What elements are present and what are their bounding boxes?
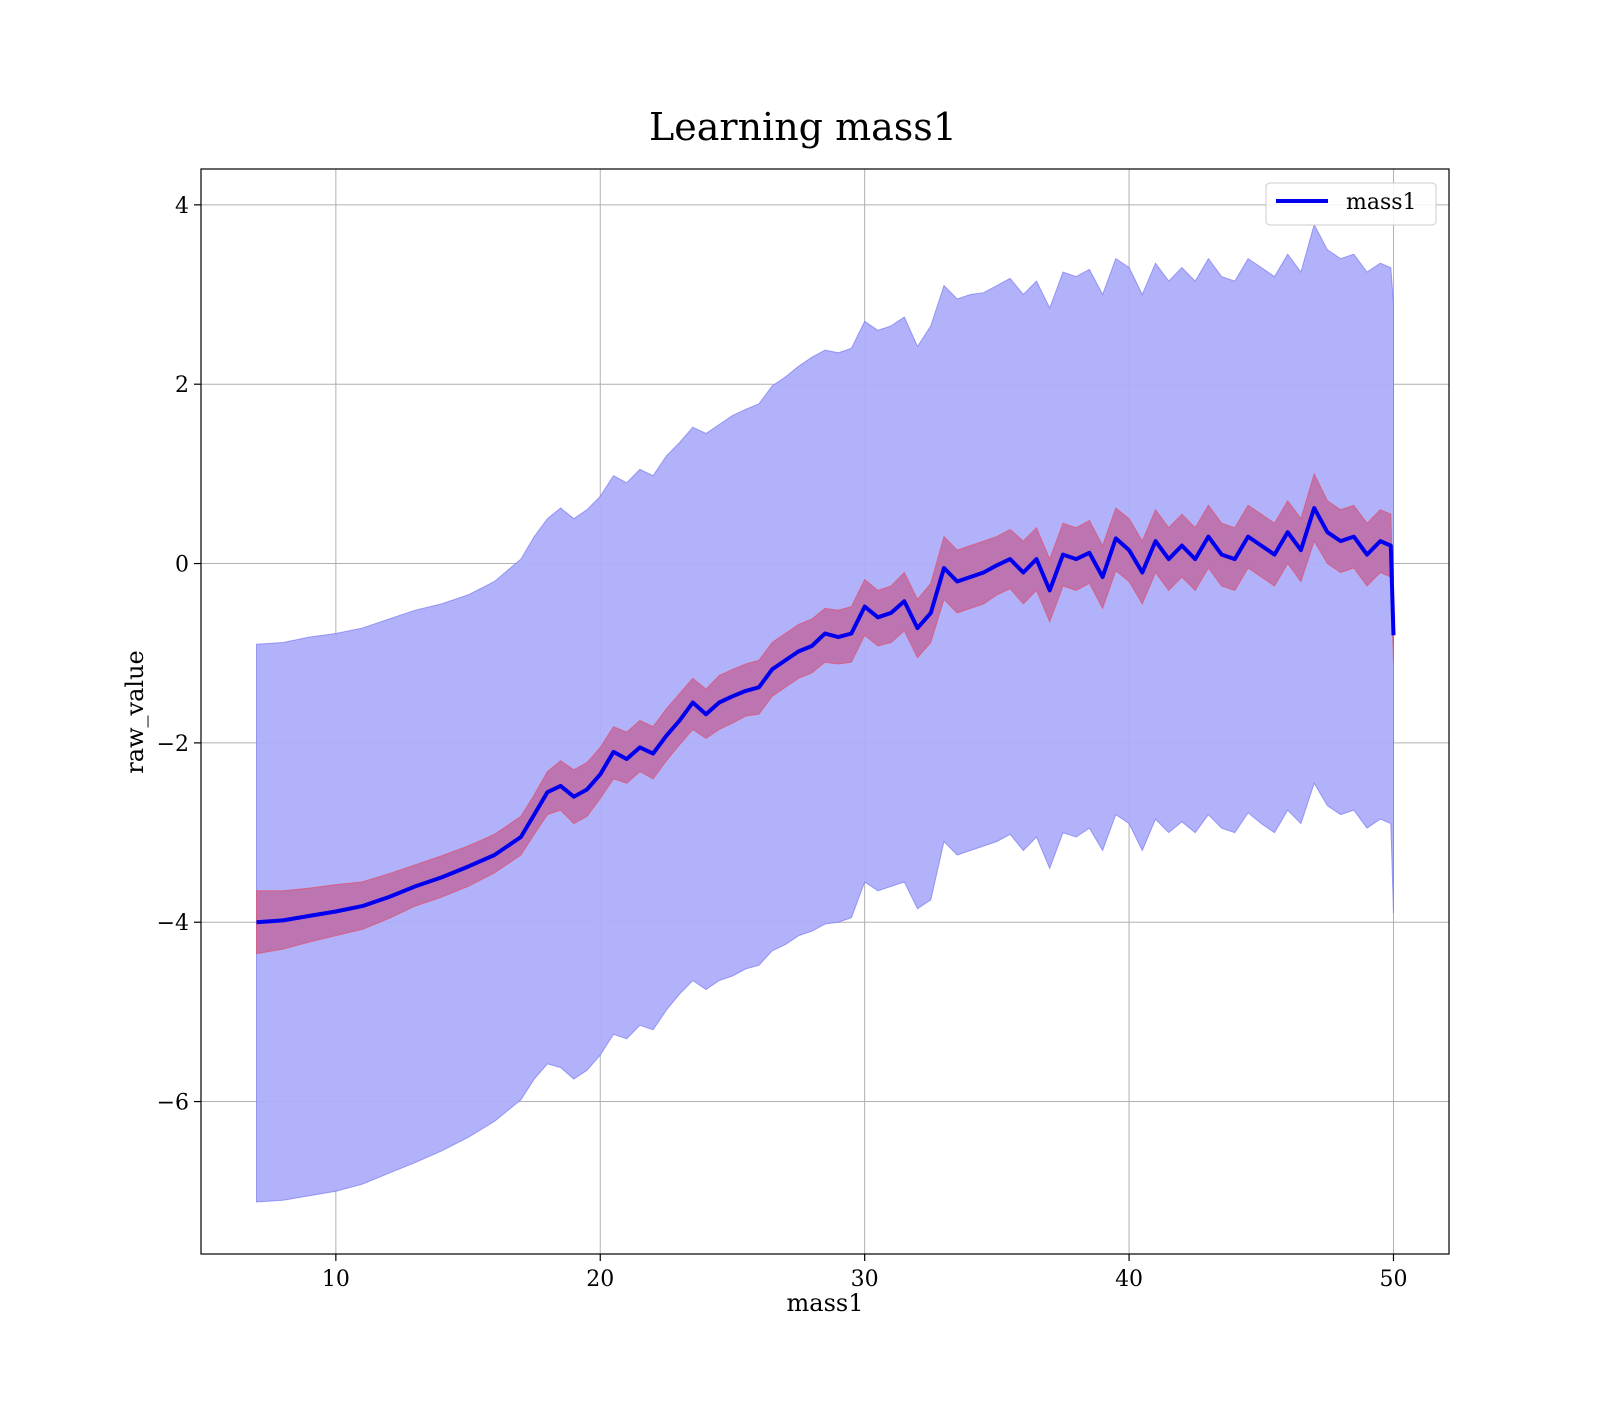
legend-label: mass1: [1346, 190, 1417, 215]
band-inner-layer: [256, 472, 1394, 955]
x-tick-label: 30: [851, 1267, 879, 1292]
x-tick-label: 50: [1379, 1267, 1407, 1292]
legend-box: [1265, 182, 1437, 226]
y-ticks: 4 2 0 −2 −4 −6: [157, 194, 201, 1116]
x-tick-label: 40: [1115, 1267, 1143, 1292]
x-ticks: 10 20 30 40 50: [322, 1254, 1407, 1292]
line-layer: [256, 506, 1396, 925]
x-tick-label: 10: [322, 1267, 350, 1292]
outer-uncertainty-band: [256, 223, 1394, 1203]
x-axis-label: mass1: [787, 1289, 864, 1317]
band-outer-layer: [256, 223, 1394, 1203]
series-line-mass1: [256, 506, 1396, 925]
y-tick-label: 0: [175, 553, 189, 578]
y-tick-label: 2: [175, 373, 189, 398]
y-tick-label: 4: [175, 194, 189, 219]
x-tick-label: 20: [586, 1267, 614, 1292]
chart-title: Learning mass1: [649, 105, 957, 149]
y-axis-label: raw_value: [121, 650, 149, 774]
y-tick-label: −6: [157, 1091, 189, 1116]
axes-frame: [200, 168, 1450, 1255]
y-tick-label: −4: [157, 911, 189, 936]
y-tick-label: −2: [157, 732, 189, 757]
inner-uncertainty-band: [256, 472, 1394, 955]
legend: mass1: [1265, 182, 1437, 226]
